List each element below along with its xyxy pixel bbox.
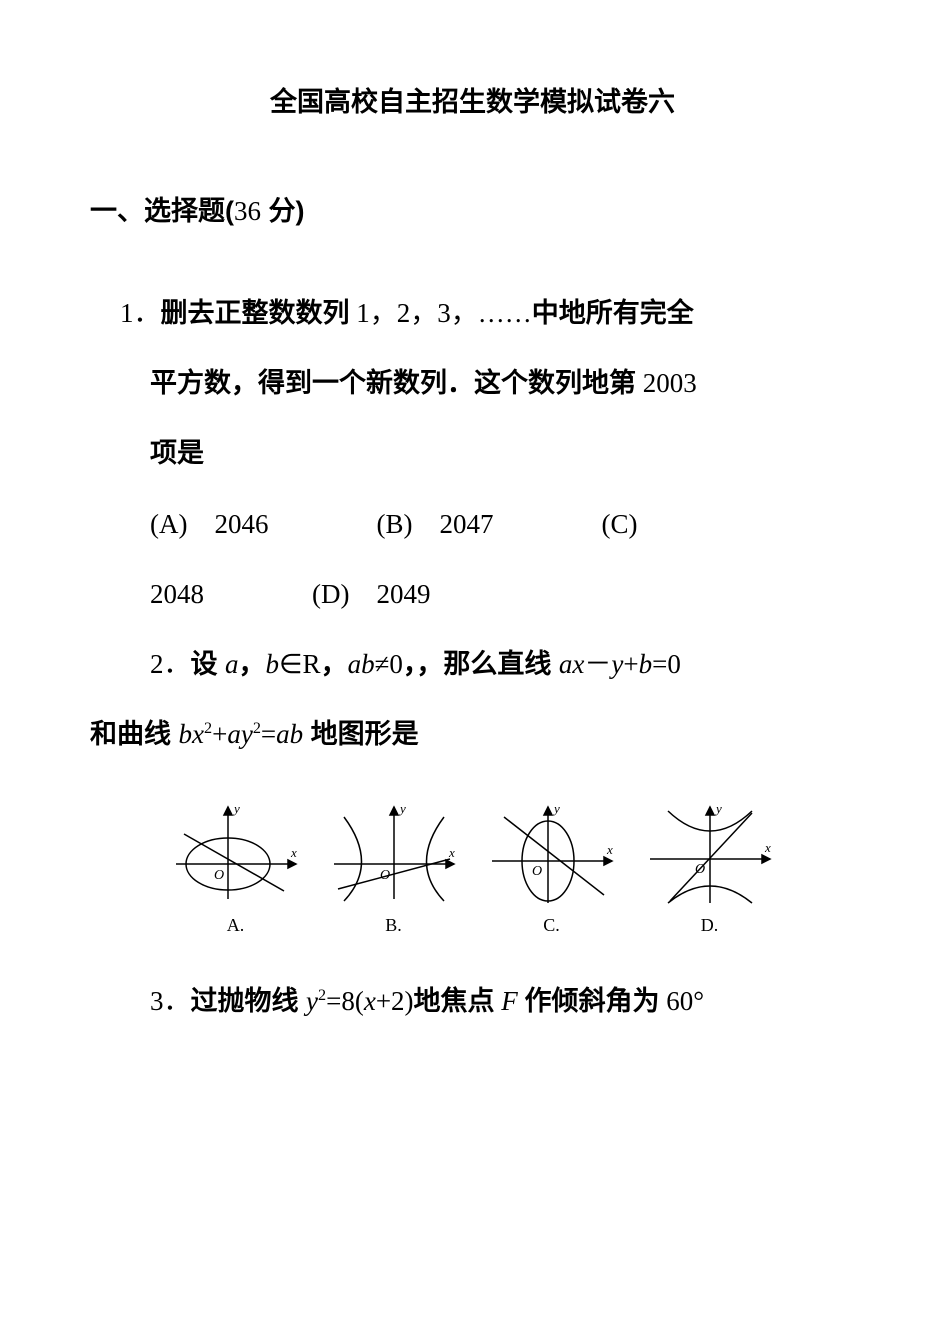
q1-number: 1．	[120, 298, 161, 328]
page-title: 全国高校自主招生数学模拟试卷六	[90, 80, 855, 119]
question-2: 2．设 a，b∈R，ab≠0，，那么直线 ax－y+b=0	[150, 629, 855, 699]
fig-x-label: x	[764, 840, 771, 855]
q3-t2: 地焦点	[414, 986, 495, 1016]
q2-plus: +	[623, 649, 638, 679]
figure-A: x y O A.	[166, 799, 306, 936]
q2-sq2: 2	[253, 719, 261, 737]
q2-plus2: +	[212, 719, 227, 749]
q1-optD-label: (D)	[312, 579, 349, 609]
q3-plus: +	[376, 986, 391, 1016]
fig-y-label: y	[714, 801, 722, 816]
q1-optB-label: (B)	[376, 509, 412, 539]
figure-B: x y O B.	[324, 799, 464, 936]
fig-x-label: x	[448, 845, 455, 860]
q2-ab2: ab	[276, 719, 303, 749]
figure-C: x y O C.	[482, 799, 622, 936]
q2-eq: =	[652, 649, 667, 679]
figure-A-svg: x y O	[166, 799, 306, 909]
question-2-cont: 和曲线 bx2+ay2=ab 地图形是	[90, 699, 855, 769]
q2-ax: ax	[559, 649, 584, 679]
q1-optB-val: 2047	[439, 509, 493, 539]
q2-t1: 设	[191, 649, 226, 679]
q2-cont2: 地图形是	[303, 719, 419, 749]
q2-minus: －	[584, 649, 611, 679]
q2-sq1: 2	[204, 719, 212, 737]
q2-b: b	[266, 649, 280, 679]
q2-cont1: 和曲线	[90, 719, 179, 749]
q3-eq: =	[326, 986, 341, 1016]
q3-angle: 60°	[660, 986, 705, 1016]
fig-x-label: x	[290, 845, 297, 860]
q3-x: x	[364, 986, 376, 1016]
q2-neq: ≠	[375, 649, 390, 679]
q2-zero: 0	[389, 649, 403, 679]
q1-optD-val: 2049	[376, 579, 430, 609]
q3-number: 3．	[150, 986, 191, 1016]
question-3: 3．过抛物线 y2=8(x+2)地焦点 F 作倾斜角为 60°	[150, 966, 855, 1036]
figure-B-label: B.	[324, 915, 464, 936]
q1-options: (A) 2046 (B) 2047 (C) 2048 (D) 2049	[150, 489, 855, 629]
section-prefix: 一、选择题(	[90, 196, 234, 226]
question-1: 1．删去正整数数列 1，2，3，……中地所有完全 平方数，得到一个新数列．这个数…	[120, 278, 855, 489]
q1-optA-label: (A)	[150, 509, 187, 539]
q3-F: F	[495, 986, 525, 1016]
fig-y-label: y	[552, 801, 560, 816]
figure-D-label: D.	[640, 915, 780, 936]
q2-sep1: ，	[321, 649, 348, 679]
q2-R: R	[303, 649, 321, 679]
q2-b2: b	[639, 649, 653, 679]
q2-ay: ay	[227, 719, 252, 749]
q2-comma: ，	[239, 649, 266, 679]
figure-C-svg: x y O	[482, 799, 622, 909]
q2-sep2: ，	[403, 649, 417, 679]
q1-optC-val: 2048	[150, 579, 204, 609]
q2-eq2: =	[261, 719, 276, 749]
figure-C-label: C.	[482, 915, 622, 936]
q3-8: 8	[341, 986, 355, 1016]
q2-y: y	[611, 649, 623, 679]
fig-O-label: O	[695, 862, 705, 877]
q1-text-1a: 删去正整数数列	[161, 298, 350, 328]
section-points: 36	[234, 196, 261, 226]
q3-t3: 作倾斜角为	[525, 986, 660, 1016]
figure-D-svg: x y O	[640, 799, 780, 909]
q1-2003: 2003	[636, 368, 697, 398]
fig-y-label: y	[398, 801, 406, 816]
q2-0: 0	[667, 649, 681, 679]
figure-A-label: A.	[166, 915, 306, 936]
q3-rp: )	[405, 986, 414, 1016]
q2-in: ∈	[279, 649, 303, 679]
section-suffix: 分)	[261, 196, 305, 226]
q3-y: y	[306, 986, 318, 1016]
fig-y-label: y	[232, 801, 240, 816]
q2-a: a	[225, 649, 239, 679]
q2-ab: ab	[348, 649, 375, 679]
fig-O-label: O	[532, 864, 542, 879]
q3-sq: 2	[318, 986, 326, 1004]
q1-text-2a: 平方数，得到一个新数列．这个数列地第	[150, 368, 636, 398]
q1-optA-val: 2046	[214, 509, 268, 539]
q1-text-3: 项是	[150, 438, 204, 468]
q3-t1: 过抛物线	[191, 986, 307, 1016]
q1-text-1c: 中地所有完全	[532, 298, 694, 328]
section-heading: 一、选择题(36 分)	[90, 189, 855, 228]
q1-seq: 1，2，3，……	[350, 298, 532, 328]
q2-t2: ，那么直线	[416, 649, 559, 679]
q2-number: 2．	[150, 649, 191, 679]
q2-bx: bx	[179, 719, 204, 749]
figure-B-svg: x y O	[324, 799, 464, 909]
fig-O-label: O	[380, 868, 390, 883]
fig-x-label: x	[606, 842, 613, 857]
q3-lp: (	[355, 986, 364, 1016]
q2-figures: x y O A. x	[90, 799, 855, 936]
fig-O-label: O	[214, 868, 224, 883]
figure-D: x y O D.	[640, 799, 780, 936]
q1-optC-label: (C)	[601, 509, 637, 539]
exam-page: 全国高校自主招生数学模拟试卷六 一、选择题(36 分) 1．删去正整数数列 1，…	[0, 0, 945, 1077]
q3-2: 2	[391, 986, 405, 1016]
